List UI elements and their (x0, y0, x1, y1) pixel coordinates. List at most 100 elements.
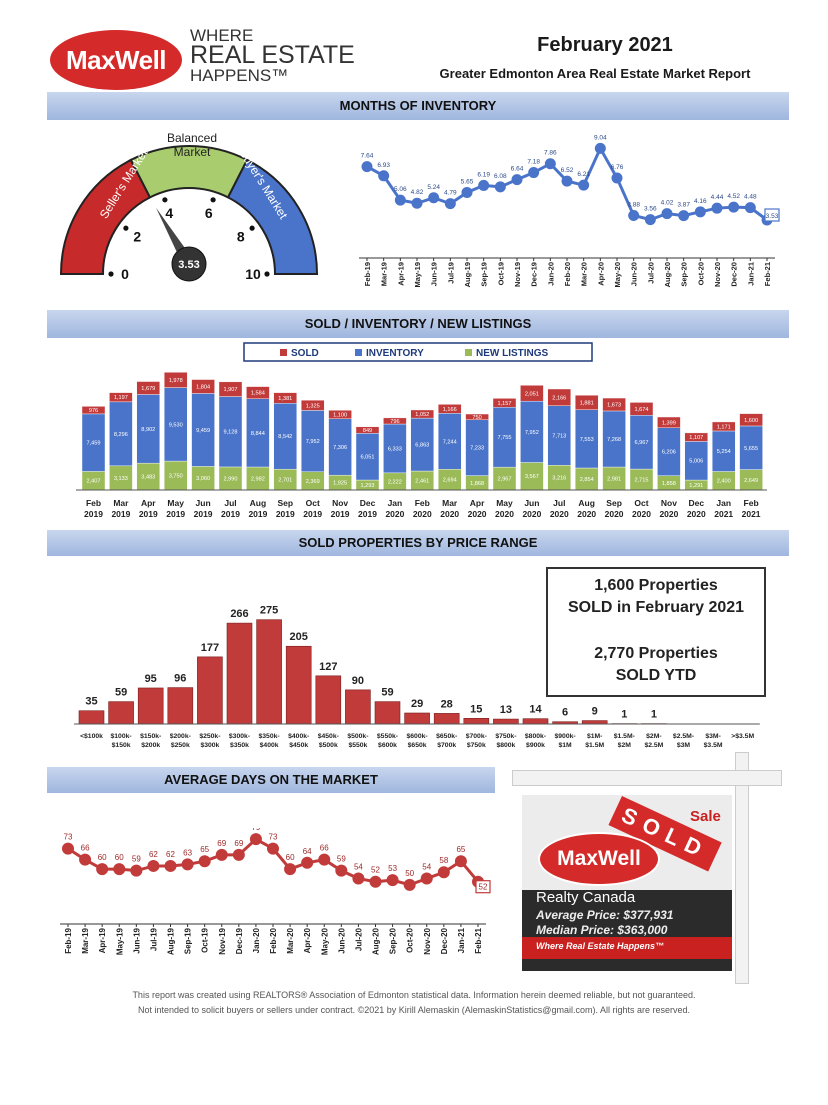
label-sold: 1,157 (498, 401, 512, 407)
price-bar-label: 96 (174, 673, 186, 685)
price-bar-label: 266 (230, 608, 248, 620)
price-bar-label: 28 (441, 698, 453, 710)
data-label: 9.04 (594, 134, 607, 141)
bar-sold (328, 410, 352, 420)
x-tick-label-year: 2019 (194, 509, 213, 519)
x-tick-label-line-2: $1M (558, 742, 572, 749)
data-label: 4.48 (744, 194, 757, 201)
x-tick-label-year: 2019 (139, 509, 158, 519)
sign-post-arm (512, 770, 782, 786)
data-label: 73 (64, 833, 73, 842)
price-bar (197, 656, 223, 725)
data-point (728, 201, 740, 213)
sign-company: Realty Canada (536, 889, 636, 906)
gauge-tick-dot (123, 225, 129, 231)
label-inventory: 8,844 (251, 431, 265, 437)
bar-sold (575, 395, 599, 410)
data-point (461, 186, 473, 198)
data-label: 66 (320, 844, 329, 853)
x-tick-label-month: Dec (360, 498, 376, 508)
x-tick-label: May-19 (115, 927, 124, 955)
x-tick-label-year: 2019 (358, 509, 377, 519)
gauge-tick-dot (108, 271, 114, 277)
x-tick-label-month: Oct (634, 498, 648, 508)
x-tick-label-line-1: $1M- (587, 733, 603, 740)
label-inventory: 6,967 (635, 440, 649, 446)
label-sold: 1,197 (114, 395, 128, 401)
balanced-market-label-2: Market (174, 145, 211, 159)
data-label: 54 (422, 863, 431, 872)
data-point (628, 209, 640, 221)
x-tick-label-month: Dec (689, 498, 705, 508)
label-new-listings: 2,407 (87, 479, 101, 485)
data-label: 4.52 (727, 193, 740, 200)
label-new-listings: 1,293 (361, 483, 375, 489)
label-inventory: 9,459 (196, 428, 210, 434)
tagline-line-3: HAPPENS™ (190, 65, 289, 85)
label-new-listings: 1,858 (662, 481, 676, 487)
data-label: 6.21 (577, 171, 590, 178)
price-bar (137, 687, 164, 725)
price-bar (433, 713, 460, 725)
data-point (249, 833, 262, 846)
data-point (644, 214, 656, 226)
x-tick-label: Jun-20 (630, 262, 639, 286)
x-tick-label-line-1: $3M- (705, 733, 721, 740)
label-inventory: 5,006 (689, 459, 703, 465)
x-tick-label-line-1: $250k- (199, 733, 220, 740)
bar-sold (712, 421, 736, 432)
x-tick-label: Jan-20 (546, 262, 555, 286)
x-tick-label-line-1: $400k- (288, 733, 309, 740)
label-sold: 1,166 (443, 407, 457, 413)
x-tick-label-line-1: $900k- (555, 733, 576, 740)
section-sold-inventory: SOLD / INVENTORY / NEW LISTINGS (47, 310, 789, 338)
label-new-listings: 2,701 (278, 478, 292, 484)
data-point (428, 192, 440, 204)
bar-sold (81, 406, 106, 415)
stat-sold-month-label: SOLD in February 2021 (567, 599, 745, 616)
data-point (79, 853, 92, 866)
data-label: 69 (217, 839, 226, 848)
label-inventory: 5,254 (717, 449, 731, 455)
last-value-box (475, 880, 491, 894)
x-tick-label: Jun-19 (132, 927, 141, 953)
x-tick-label-line-2: $200k (141, 742, 160, 749)
x-tick-label-line-1: $500k- (347, 733, 368, 740)
x-tick-label-line-2: $550k (348, 742, 367, 749)
label-sold: 1,679 (141, 386, 155, 392)
x-tick-label: May-20 (320, 927, 329, 955)
x-tick-label-year: 2019 (303, 509, 322, 519)
data-point (694, 206, 706, 218)
x-tick-label: Jul-19 (446, 262, 455, 284)
bar-sold (246, 386, 270, 399)
label-new-listings: 1,291 (689, 483, 703, 489)
x-tick-label-month: Jul (224, 498, 236, 508)
x-tick-label: Oct-20 (406, 927, 415, 952)
data-point (394, 194, 406, 206)
price-bar (463, 718, 490, 725)
data-label: 3.56 (644, 206, 657, 213)
label-sold: 1,399 (662, 420, 676, 426)
data-label: 6.93 (377, 162, 390, 169)
x-tick-label: Jul-20 (646, 262, 655, 284)
x-tick-label-month: Oct (306, 498, 320, 508)
x-tick-label-line-2: $900k (526, 742, 545, 749)
bar-sold (136, 381, 161, 395)
x-tick-label: Dec-19 (235, 927, 244, 954)
x-tick-label-month: Aug (250, 498, 267, 508)
label-new-listings: 2,854 (580, 477, 594, 483)
data-label: 65 (200, 845, 209, 854)
section-days-on-market: AVERAGE DAYS ON THE MARKET (47, 767, 495, 793)
sign-median-price: Median Price: $363,000 (536, 923, 668, 937)
price-bar (108, 701, 134, 725)
label-new-listings: 3,133 (114, 476, 128, 482)
label-sold: 1,052 (415, 412, 429, 418)
x-tick-label-month: Sep (606, 498, 622, 508)
legend-swatch (465, 349, 472, 356)
x-tick-label-year: 2021 (742, 509, 761, 519)
data-label: 7.86 (544, 150, 557, 157)
data-point (301, 856, 314, 869)
x-tick-label: Mar-19 (380, 262, 389, 286)
price-bar-label: 275 (260, 605, 278, 617)
